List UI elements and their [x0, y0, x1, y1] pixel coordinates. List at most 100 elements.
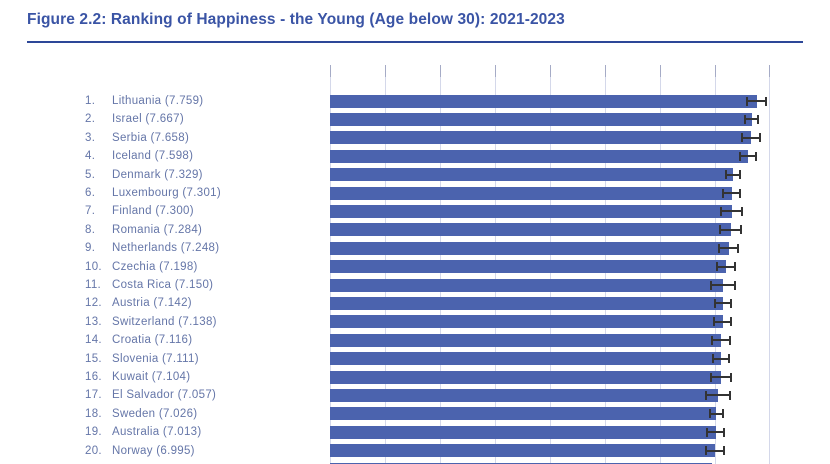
- rank-label: 4.: [85, 150, 96, 163]
- ranking-row: 2. Israel (7.667): [0, 110, 330, 129]
- bar: [330, 315, 723, 329]
- rank-label: 7.: [85, 205, 96, 218]
- error-bar-line: [706, 431, 726, 434]
- happiness-ranking-chart: 1. Lithuania (7.759) 2. Israel (7.667) 3. Ser…: [0, 65, 830, 464]
- ranking-row: 4. Iceland (7.598): [0, 147, 330, 166]
- axis-tick: [495, 65, 496, 77]
- country-label: Serbia (7.658): [112, 131, 190, 144]
- error-bar-cap-right: [754, 151, 757, 161]
- country-label: Netherlands (7.248): [112, 242, 220, 255]
- error-bar-line: [719, 210, 744, 213]
- error-bar-cap-right: [737, 243, 740, 253]
- error-bar: [708, 407, 725, 420]
- rank-label: 2.: [85, 113, 96, 126]
- country-label: Czechia (7.198): [112, 260, 198, 273]
- error-bar-cap-left: [712, 354, 715, 364]
- bar: [330, 407, 717, 421]
- error-bar-line: [709, 376, 732, 378]
- error-bar-cap-left: [709, 372, 712, 382]
- error-bar-cap-right: [757, 114, 760, 124]
- bar: [330, 444, 715, 458]
- country-label: Iceland (7.598): [112, 150, 194, 163]
- rank-label: 16.: [85, 371, 102, 383]
- ranking-row: 3. Serbia (7.658): [0, 128, 330, 147]
- bar: [330, 204, 732, 218]
- error-bar: [719, 223, 743, 236]
- ranking-row: 13. Switzerland (7.138): [0, 312, 330, 331]
- error-bar: [721, 187, 742, 200]
- error-bar-cap-right: [728, 390, 731, 400]
- error-bar-cap-right: [729, 372, 732, 382]
- error-bar: [712, 315, 733, 328]
- axis-tick: [769, 65, 770, 77]
- error-bar-line: [712, 357, 730, 360]
- error-bar-cap-right: [727, 354, 730, 364]
- error-bar-cap-left: [746, 96, 749, 106]
- bar: [330, 241, 729, 255]
- country-label: Austria (7.142): [112, 297, 192, 310]
- error-bar-cap-right: [730, 317, 733, 327]
- error-bar-cap-right: [759, 133, 762, 143]
- error-bar: [746, 95, 768, 108]
- error-bar-line: [741, 136, 762, 139]
- error-bar-cap-left: [704, 446, 707, 456]
- error-bar-line: [708, 412, 725, 415]
- ranking-row: 14. Croatia (7.116): [0, 331, 330, 350]
- error-bar-cap-left: [743, 114, 746, 124]
- axis-tick: [605, 65, 606, 77]
- error-bar-cap-right: [740, 225, 743, 235]
- bar: [330, 333, 722, 347]
- bar: [330, 168, 734, 182]
- ranking-row: 15. Slovenia (7.111): [0, 349, 330, 368]
- ranking-row: 11. Costa Rica (7.150): [0, 276, 330, 295]
- country-label: Romania (7.284): [112, 223, 203, 236]
- error-bar: [724, 168, 742, 181]
- rank-label: 9.: [85, 242, 96, 255]
- country-label: Luxembourg (7.301): [112, 187, 221, 199]
- error-bar-cap-left: [715, 262, 718, 272]
- country-label: Kuwait (7.104): [112, 371, 191, 383]
- error-bar-cap-left: [719, 225, 722, 235]
- error-bar-cap-right: [741, 206, 744, 216]
- ranking-row: 7. Finland (7.300): [0, 202, 330, 221]
- country-label: El Salvador (7.057): [112, 389, 217, 402]
- error-bar-cap-left: [721, 188, 724, 198]
- rank-label: 1.: [85, 95, 96, 107]
- error-bar-cap-left: [712, 317, 715, 327]
- bar: [330, 352, 722, 366]
- title-divider: [27, 41, 803, 43]
- error-bar: [714, 297, 732, 310]
- rank-label: 15.: [85, 352, 102, 365]
- error-bar-line: [711, 339, 732, 342]
- bar: [330, 278, 724, 292]
- country-label: Sweden (7.026): [112, 407, 198, 420]
- error-bar: [710, 279, 737, 292]
- ranking-list: 1. Lithuania (7.759) 2. Israel (7.667) 3. Ser…: [0, 65, 330, 464]
- error-bar-cap-left: [724, 170, 727, 180]
- error-bar: [715, 260, 736, 273]
- bar: [330, 425, 716, 439]
- error-bar-line: [714, 302, 732, 305]
- country-label: Costa Rica (7.150): [112, 279, 214, 291]
- ranking-row: 1. Lithuania (7.759): [0, 92, 330, 111]
- axis-tick: [715, 65, 716, 77]
- country-label: Slovenia (7.111): [112, 352, 199, 365]
- ranking-row: 18. Sweden (7.026): [0, 404, 330, 423]
- rank-label: 18.: [85, 407, 102, 420]
- gridline: [769, 65, 770, 464]
- rank-label: 11.: [85, 279, 102, 291]
- error-bar-cap-left: [710, 280, 713, 290]
- ranking-row: 9. Netherlands (7.248): [0, 239, 330, 258]
- rank-label: 8.: [85, 223, 96, 236]
- bar: [330, 370, 721, 384]
- error-bar-cap-right: [729, 335, 732, 345]
- error-bar-cap-left: [719, 206, 722, 216]
- rank-label: 3.: [85, 131, 96, 144]
- error-bar-cap-left: [741, 133, 744, 143]
- error-bar-line: [739, 155, 757, 158]
- error-bar-cap-right: [723, 427, 726, 437]
- error-bar-cap-right: [722, 409, 725, 419]
- error-bar-cap-right: [722, 446, 725, 456]
- country-label: Finland (7.300): [112, 205, 194, 218]
